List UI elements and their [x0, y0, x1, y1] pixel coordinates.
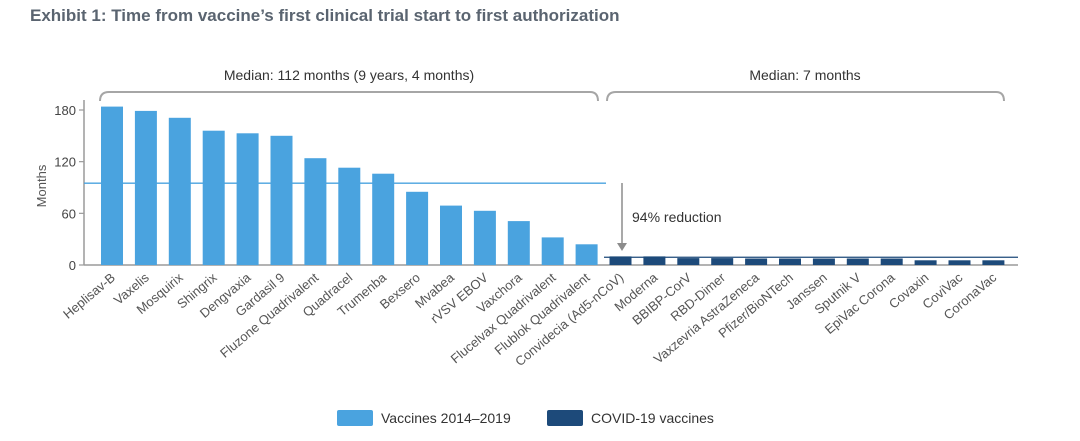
bar-bexsero — [406, 191, 429, 265]
bar-rvsv-ebov — [473, 210, 496, 266]
bar-janssen — [812, 258, 835, 265]
bar-moderna — [643, 256, 666, 265]
bar-covivac — [948, 260, 971, 265]
y-tick-label: 180 — [54, 103, 76, 118]
legend-swatch-2014-2019 — [337, 410, 373, 426]
bar-heplisav-b — [101, 106, 123, 265]
y-tick-label: 60 — [62, 206, 76, 221]
y-tick-label: 0 — [69, 258, 76, 273]
bar-shingrix — [202, 130, 225, 265]
bar-mvabea — [440, 205, 462, 265]
x-tick-labels-group: Heplisav-BVaxelisMosquirixShingrixDengva… — [60, 269, 1000, 369]
y-axis-title: Months — [34, 164, 49, 207]
legend-label-2014-2019: Vaccines 2014–2019 — [381, 410, 511, 426]
reduction-annotation: 94% reduction — [632, 209, 722, 225]
bar-gardasil-9 — [270, 135, 293, 265]
chart-title: Exhibit 1: Time from vaccine’s first cli… — [30, 6, 620, 25]
bar-convidecia-ad5-ncov- — [609, 256, 632, 265]
bars-group — [101, 106, 1005, 266]
bar-flublok-quadrivalent — [575, 244, 598, 265]
bar-vaxchora — [507, 221, 530, 265]
bar-mosquirix — [168, 117, 191, 266]
y-tick-label: 120 — [54, 155, 76, 170]
reference-lines-group — [84, 182, 1018, 258]
legend-label-covid: COVID-19 vaccines — [591, 410, 714, 426]
bar-dengvaxia — [236, 133, 259, 266]
legend-swatch-covid — [547, 410, 583, 426]
bar-bbibp-corv — [677, 258, 700, 265]
bar-vaxzevria-astrazeneca — [745, 258, 768, 265]
bar-vaxelis — [134, 110, 157, 266]
reduction-arrow-head — [617, 243, 627, 251]
bar-epivac-corona — [880, 258, 903, 265]
median-label-covid: Median: 7 months — [749, 67, 860, 83]
bracket-2014-2019 — [99, 91, 599, 102]
bar-rbd-dimer — [711, 258, 734, 265]
bar-coronavac — [982, 260, 1005, 265]
bar-fluzone-quadrivalent — [304, 158, 327, 265]
bar-quadracel — [338, 167, 361, 265]
bar-sputnik-v — [846, 258, 869, 265]
bar-covaxin — [914, 260, 937, 265]
bar-pfizer-biontech — [779, 258, 801, 265]
median-label-2014-2019: Median: 112 months (9 years, 4 months) — [224, 67, 474, 83]
bracket-covid — [606, 91, 1005, 102]
bar-flucelvax-quadrivalent — [541, 237, 564, 265]
legend: Vaccines 2014–2019 COVID-19 vaccines — [337, 410, 714, 426]
bracket-group: Median: 112 months (9 years, 4 months) M… — [99, 67, 1005, 102]
x-tick-label: Heplisav-B — [60, 270, 118, 322]
annotation-group: 94% reduction — [617, 183, 722, 251]
bar-trumenba — [372, 173, 395, 265]
